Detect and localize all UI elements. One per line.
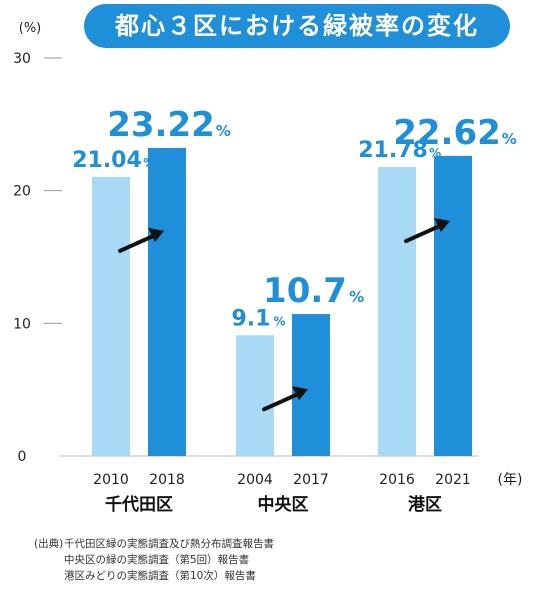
trend-arrow-head: [434, 218, 450, 233]
trend-arrow: [404, 222, 446, 244]
bar: [236, 335, 274, 456]
data-label: 10.7: [263, 271, 347, 311]
x-tick-label: 2004: [237, 472, 273, 488]
data-label: 23.22: [107, 105, 215, 145]
x-axis-unit: (年): [498, 472, 523, 488]
x-tick-label: 2021: [435, 472, 471, 488]
source-line: 中央区の緑の実態調査（第5回）報告書: [64, 554, 250, 566]
bar: [292, 314, 330, 456]
source-note: (出典)千代田区緑の実態調査及び熱分布調査報告書 中央区の緑の実態調査（第5回）…: [34, 536, 274, 584]
data-label: 21.04: [72, 148, 142, 173]
group-label: 中央区: [258, 494, 309, 515]
source-label: (出典): [34, 538, 64, 550]
group-label: 港区: [408, 494, 442, 515]
data-label-suffix: %: [216, 122, 231, 140]
bar: [148, 147, 186, 456]
bar: [378, 167, 416, 456]
data-label-suffix: %: [502, 130, 517, 148]
data-label: 9.1: [232, 306, 271, 331]
x-tick-label: 2016: [379, 472, 415, 488]
data-label-suffix: %: [273, 314, 285, 328]
x-tick-label: 2010: [93, 472, 129, 488]
y-tick-label: 10: [13, 316, 31, 332]
x-tick-label: 2017: [293, 472, 329, 488]
data-label-suffix: %: [349, 288, 364, 306]
group-label: 千代田区: [105, 494, 173, 515]
source-line: 港区みどりの実態調査（第10次）報告書: [64, 570, 256, 582]
x-tick-label: 2018: [149, 472, 185, 488]
bar: [92, 176, 130, 457]
y-tick-label: 30: [13, 51, 31, 67]
bar: [434, 155, 472, 456]
source-line: 千代田区緑の実態調査及び熱分布調査報告書: [64, 538, 274, 550]
data-label: 21.78: [358, 138, 428, 163]
trend-arrow: [262, 390, 304, 412]
trend-arrow: [118, 231, 160, 253]
y-tick-label: 20: [13, 184, 31, 200]
trend-arrow-head: [148, 227, 164, 242]
y-tick-label: 0: [18, 449, 27, 465]
trend-arrow-head: [292, 386, 308, 401]
chart-title: 都心３区における緑被率の変化: [84, 4, 510, 48]
y-axis-label: (%): [19, 21, 42, 36]
data-label: 22.62: [393, 113, 501, 153]
